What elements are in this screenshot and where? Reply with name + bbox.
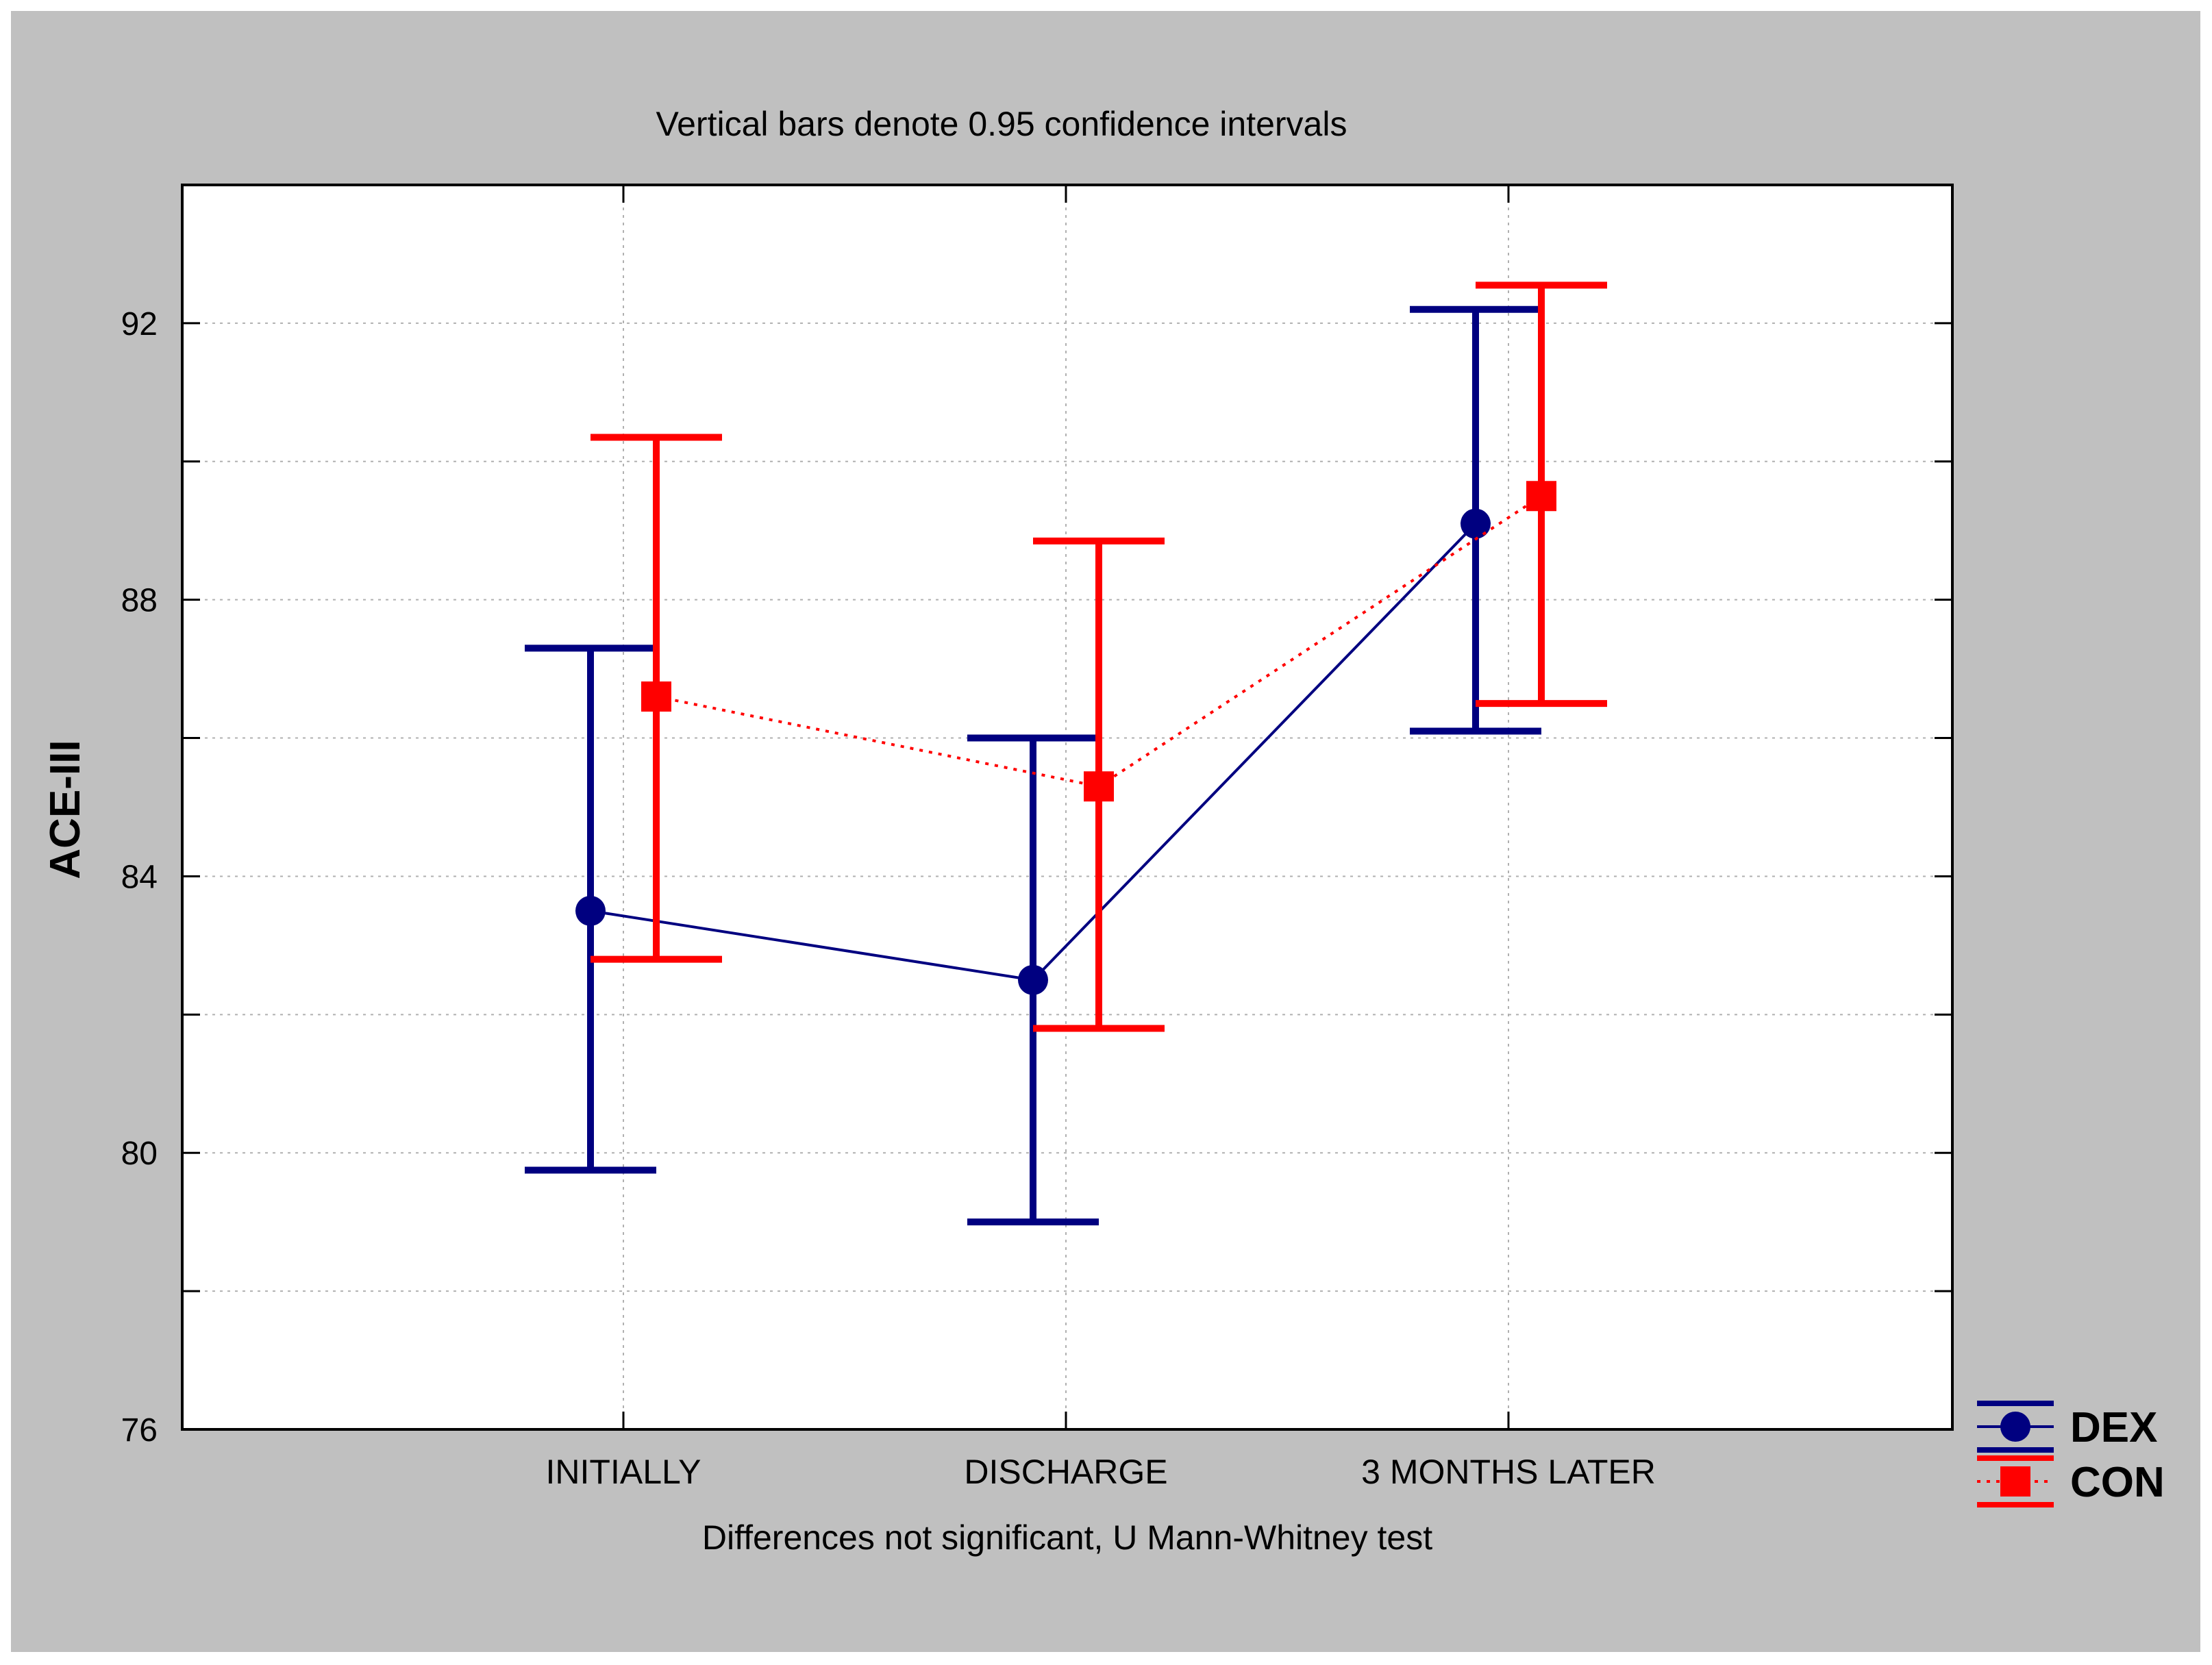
legend-entry-dex: DEX [1977,1401,2157,1453]
series-con [591,281,1607,1032]
legend-marker [2000,1412,2030,1442]
legend-entry-con: CON [1977,1455,2165,1507]
y-tick-label: 76 [121,1412,158,1449]
legend-marker [2000,1466,2030,1497]
legend-label: CON [2070,1459,2165,1506]
legend: DEX CON [1977,1401,2165,1507]
series [525,281,1607,1226]
series-dex [525,305,1541,1226]
grid [182,185,1952,1429]
data-point [1084,771,1114,802]
y-tick-label: 92 [121,306,158,342]
data-point [1018,964,1048,995]
y-tick-label: 80 [121,1136,158,1172]
y-tick-label: 84 [121,859,158,895]
y-axis-label: ACE-III [42,740,89,879]
data-point [1461,508,1491,539]
data-point [1526,481,1556,512]
legend-label: DEX [2070,1404,2157,1451]
plot-area [181,184,1954,1431]
x-tick-label: INITIALLY [546,1453,701,1491]
y-tick-label: 88 [121,583,158,619]
x-tick-label: DISCHARGE [964,1453,1167,1491]
x-axis-note: Differences not significant, U Mann-Whit… [702,1518,1432,1557]
axes: 76 80 84 88 92 INITIALLY DISCHARGE 3 MONTHS LAT… [121,185,1952,1491]
x-tick-label: 3 MONTHS LATER [1361,1453,1656,1491]
data-point [641,681,671,712]
chart-title: Vertical bars denote 0.95 confidence int… [656,105,1347,143]
data-point [575,895,606,926]
